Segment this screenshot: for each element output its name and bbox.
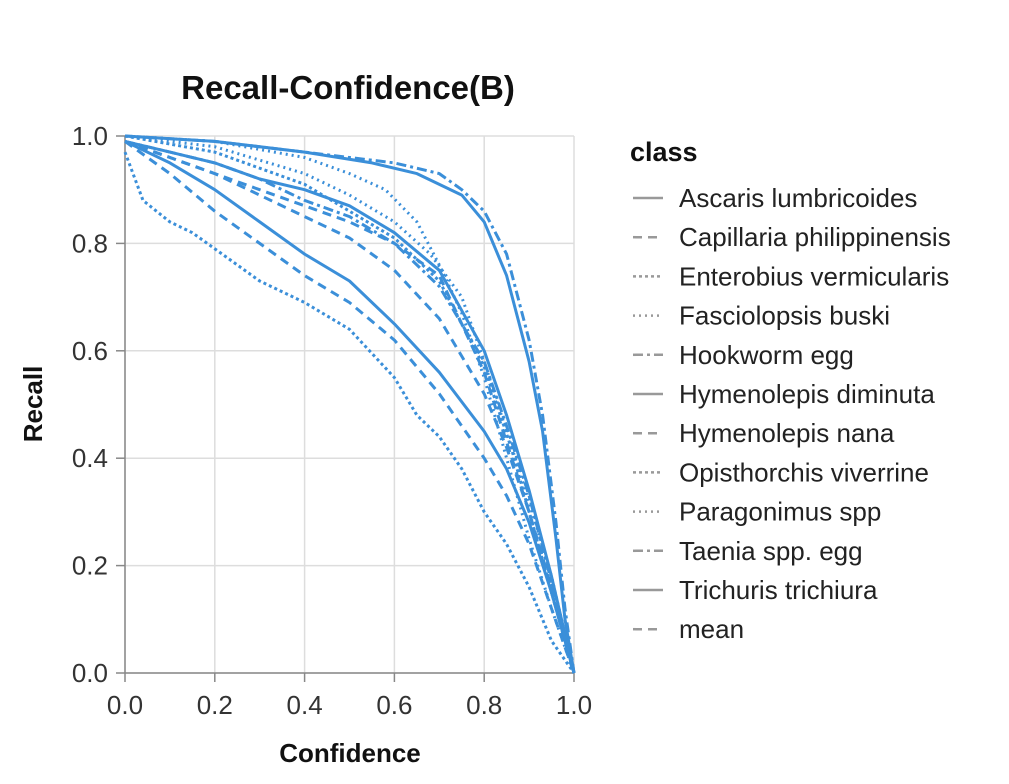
plot-lines bbox=[123, 134, 576, 674]
series-line-paragonimus-spp bbox=[124, 134, 576, 674]
series-line-capillaria-philippinensis bbox=[124, 139, 576, 674]
series-line-mean bbox=[124, 139, 576, 674]
y-tick-label: 0.2 bbox=[72, 551, 108, 581]
y-tick-label: 0.0 bbox=[72, 658, 108, 688]
series-line-taenia-spp-egg bbox=[124, 139, 576, 674]
y-tick-label: 0.6 bbox=[72, 336, 108, 366]
legend-label: Hymenolepis diminuta bbox=[679, 379, 935, 409]
x-tick-label: 0.6 bbox=[376, 690, 412, 720]
y-tick-label: 0.4 bbox=[72, 443, 108, 473]
x-tick-label: 0.0 bbox=[107, 690, 143, 720]
legend-label: Paragonimus spp bbox=[679, 497, 881, 527]
y-tick-label: 0.8 bbox=[72, 228, 108, 258]
series-line-opisthorchis-viverrine bbox=[123, 151, 576, 674]
legend-label: mean bbox=[679, 614, 744, 644]
legend-label: Hymenolepis nana bbox=[679, 418, 895, 448]
legend-label: Fasciolopsis buski bbox=[679, 301, 890, 331]
legend-label: Enterobius vermicularis bbox=[679, 261, 949, 291]
x-axis-title: Confidence bbox=[279, 738, 421, 768]
legend-title: class bbox=[630, 137, 698, 167]
legend: class Ascaris lumbricoides Capillaria phi… bbox=[630, 137, 951, 644]
x-tick-label: 0.8 bbox=[466, 690, 502, 720]
chart-title: Recall-Confidence(B) bbox=[181, 69, 515, 106]
y-tick-label: 1.0 bbox=[72, 121, 108, 151]
tick-labels: 0.0 0.2 0.4 0.6 0.8 1.0 0.0 0.2 0.4 0.6 0.8 1.0 bbox=[72, 121, 592, 720]
legend-label: Taenia spp. egg bbox=[679, 536, 863, 566]
series-line-hookworm-egg bbox=[124, 134, 576, 674]
x-tick-label: 1.0 bbox=[556, 690, 592, 720]
series-line-trichuris-trichiura bbox=[124, 139, 576, 674]
legend-label: Capillaria philippinensis bbox=[679, 222, 951, 252]
legend-label: Hookworm egg bbox=[679, 340, 854, 370]
series-line-ascaris-lumbricoides bbox=[124, 134, 576, 674]
grid bbox=[124, 135, 575, 674]
legend-label: Trichuris trichiura bbox=[679, 575, 878, 605]
axes bbox=[116, 135, 575, 682]
y-axis-title: Recall bbox=[18, 366, 48, 443]
legend-label: Opisthorchis viverrine bbox=[679, 457, 929, 487]
x-tick-label: 0.4 bbox=[287, 690, 323, 720]
series-line-hymenolepis-nana bbox=[124, 140, 576, 674]
x-tick-label: 0.2 bbox=[197, 690, 233, 720]
series-line-hymenolepis-diminuta bbox=[124, 140, 576, 674]
legend-label: Ascaris lumbricoides bbox=[679, 183, 917, 213]
